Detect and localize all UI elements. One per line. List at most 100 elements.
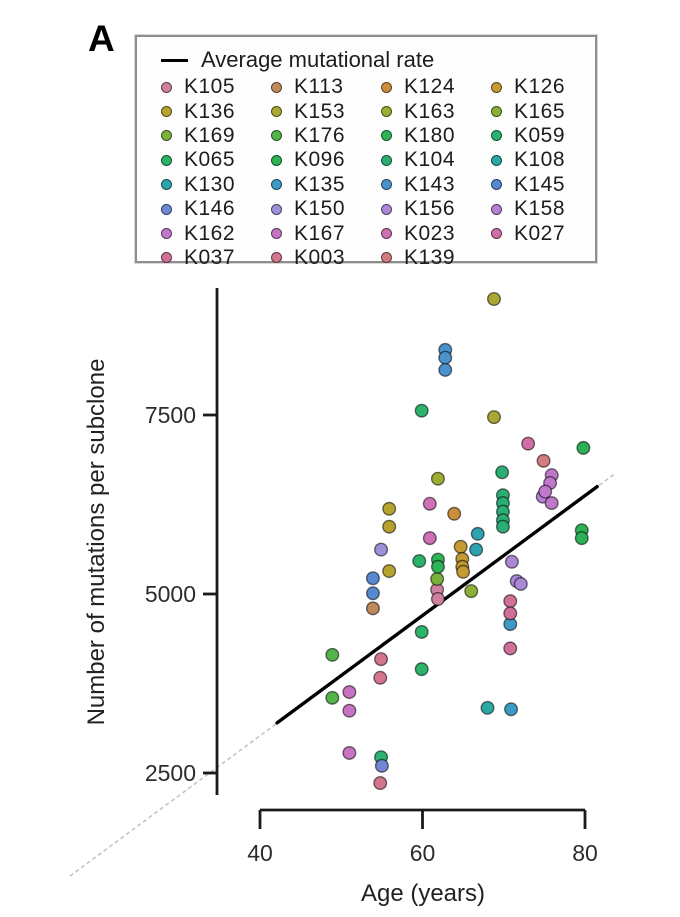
- data-point-k023: [422, 496, 437, 511]
- data-point-k037: [503, 641, 518, 656]
- legend-item-k169: K169: [161, 124, 271, 148]
- legend-sample-grid: K105 K113 K124 K126 K136 K153 K163 K165 K169 K176…: [161, 75, 595, 270]
- legend-marker-dot: [161, 228, 172, 240]
- legend-marker-dot: [161, 179, 172, 191]
- legend-item-label: K003: [294, 245, 346, 269]
- legend-item-label: K162: [184, 221, 236, 245]
- legend-item-k176: K176: [271, 124, 381, 148]
- data-point-k153: [487, 410, 502, 425]
- legend-item-label: K113: [294, 75, 344, 99]
- legend-marker-dot: [271, 130, 282, 142]
- legend-marker-dot: [161, 203, 172, 215]
- legend-item-k124: K124: [381, 75, 491, 99]
- legend-item-k150: K150: [271, 197, 381, 221]
- legend-item-k146: K146: [161, 197, 271, 221]
- legend-item-k130: K130: [161, 173, 271, 197]
- legend-item-label: K108: [514, 148, 566, 172]
- legend-item-label: K180: [404, 123, 456, 147]
- legend-item-label: K059: [514, 123, 566, 147]
- data-point-k104: [495, 465, 510, 480]
- data-point-k156: [513, 576, 528, 591]
- legend-marker-dot: [271, 228, 282, 240]
- y-tick-label: 5000: [145, 581, 196, 607]
- data-point-k096: [574, 531, 589, 546]
- legend-item-k037: K037: [161, 246, 271, 270]
- y-tick-label: 2500: [145, 760, 196, 786]
- data-point-k124: [447, 506, 462, 521]
- data-point-k145: [365, 586, 380, 601]
- legend-marker-dot: [381, 130, 392, 142]
- data-point-k104: [495, 519, 510, 534]
- legend-item-k126: K126: [491, 75, 601, 99]
- legend-item-k059: K059: [491, 124, 601, 148]
- data-point-k163: [430, 471, 445, 486]
- data-point-k037: [503, 606, 518, 621]
- data-point-k167: [342, 685, 357, 700]
- data-point-k156: [504, 554, 519, 569]
- legend-marker-dot: [491, 179, 502, 191]
- legend-marker-dot: [271, 252, 282, 264]
- data-point-k136: [382, 501, 397, 516]
- legend-marker-dot: [381, 106, 392, 118]
- data-point-k180: [430, 559, 445, 574]
- legend-item-label: K105: [184, 75, 236, 99]
- legend-item-label: K153: [294, 99, 346, 123]
- data-point-k065: [414, 662, 429, 677]
- legend-marker-dot: [381, 154, 392, 166]
- data-point-k126: [456, 564, 471, 579]
- legend-trendline-entry: Average mutational rate: [161, 47, 595, 73]
- legend-marker-dot: [161, 252, 172, 264]
- legend-item-k180: K180: [381, 124, 491, 148]
- data-point-k135: [504, 702, 519, 717]
- legend-marker-dot: [381, 203, 392, 215]
- legend-item-k023: K023: [381, 221, 491, 245]
- legend-marker-dot: [381, 179, 392, 191]
- data-point-k167: [342, 745, 357, 760]
- legend-marker-dot: [271, 106, 282, 118]
- data-point-k065: [414, 624, 429, 639]
- y-axis-title: Number of mutations per subclone: [83, 358, 110, 726]
- data-point-k145: [365, 571, 380, 586]
- data-point-k113: [365, 601, 380, 616]
- legend-item-k145: K145: [491, 173, 601, 197]
- legend-item-k143: K143: [381, 173, 491, 197]
- legend-item-k136: K136: [161, 99, 271, 123]
- legend-marker-dot: [271, 154, 282, 166]
- legend-marker-dot: [271, 81, 282, 93]
- legend-item-label: K163: [404, 99, 456, 123]
- data-point-k139: [536, 453, 551, 468]
- legend-item-k096: K096: [271, 148, 381, 172]
- legend-item-label: K124: [404, 75, 456, 99]
- data-point-k162: [544, 496, 559, 511]
- legend-marker-dot: [381, 228, 392, 240]
- data-point-k003: [373, 776, 388, 791]
- legend-item-k158: K158: [491, 197, 601, 221]
- data-point-k108: [480, 700, 495, 715]
- legend-marker-dot: [271, 203, 282, 215]
- data-point-k130: [469, 542, 484, 557]
- legend-item-label: K037: [184, 245, 236, 269]
- legend-item-k156: K156: [381, 197, 491, 221]
- legend-item-label: K139: [404, 245, 456, 269]
- legend-marker-dot: [491, 228, 502, 240]
- legend-item-label: K096: [294, 148, 346, 172]
- legend-item-k135: K135: [271, 173, 381, 197]
- legend-item-k153: K153: [271, 99, 381, 123]
- data-point-k065: [412, 554, 427, 569]
- data-point-k003: [374, 652, 389, 667]
- legend-item-label: K027: [514, 221, 566, 245]
- x-tick-label: 60: [410, 840, 436, 866]
- data-point-k130: [470, 526, 485, 541]
- data-point-k105: [430, 592, 445, 607]
- x-tick-label: 80: [572, 840, 598, 866]
- legend-marker-dot: [381, 252, 392, 264]
- legend-item-label: K150: [294, 197, 346, 221]
- legend-item-label: K130: [184, 172, 236, 196]
- legend-item-label: K065: [184, 148, 236, 172]
- legend-item-k113: K113: [271, 75, 381, 99]
- legend-marker-dot: [161, 130, 172, 142]
- legend-item-label: K165: [514, 99, 566, 123]
- data-point-k003: [373, 670, 388, 685]
- x-tick-label: 40: [247, 840, 273, 866]
- legend-box: Average mutational rate K105 K113 K124 K126…: [135, 35, 597, 269]
